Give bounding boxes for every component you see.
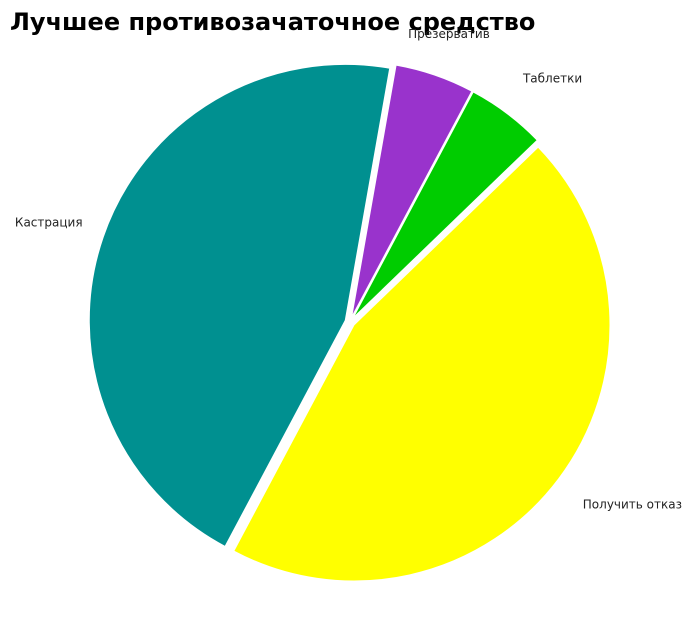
chart-title: Лучшее противозачаточное средство [10,8,535,36]
pie-slice [233,146,611,582]
pie-slice [88,63,391,548]
slice-label: Кастрация [15,216,83,230]
slice-label: Получить отказ [583,497,682,511]
pie-slice [352,91,538,319]
pie-slice [351,64,473,318]
slice-label: Таблетки [522,72,582,86]
slice-label: Презерватив [408,27,490,41]
